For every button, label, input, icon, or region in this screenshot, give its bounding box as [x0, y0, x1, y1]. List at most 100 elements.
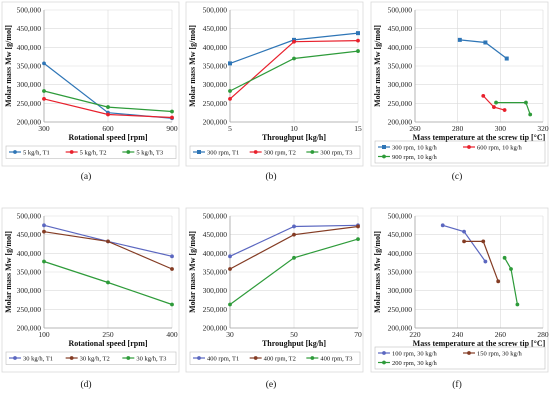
y-tick-label: 200,000 — [17, 324, 42, 333]
data-point — [42, 223, 46, 228]
y-tick-label: 500,000 — [203, 212, 228, 221]
legend-label: 150 rpm, 30 kg/h — [477, 350, 523, 357]
x-tick-label: 10 — [290, 124, 298, 133]
y-tick-label: 200,000 — [203, 324, 228, 333]
data-point — [356, 237, 360, 242]
legend-label: 900 rpm, 10 kg/h — [392, 154, 438, 161]
y-tick-label: 500,000 — [388, 6, 413, 15]
chart-panel-c: 200,000 250,000 300,000 350,000 400,000 450,0… — [370, 1, 549, 182]
legend-box — [189, 351, 361, 365]
data-point — [106, 112, 110, 117]
x-tick-label: 280 — [537, 330, 549, 339]
y-tick-label: 350,000 — [203, 62, 228, 71]
y-tick-label: 200,000 — [388, 324, 413, 333]
legend-box — [189, 145, 361, 159]
data-point — [170, 254, 174, 259]
data-point — [106, 239, 110, 244]
legend-label: 400 rpm, T1 — [207, 355, 239, 362]
data-point — [170, 109, 174, 114]
data-point — [504, 56, 509, 61]
panel-frame — [370, 207, 549, 373]
data-point — [292, 224, 296, 229]
data-point — [481, 239, 486, 244]
data-point — [356, 49, 360, 53]
panel-frame — [1, 207, 180, 373]
data-point — [170, 115, 174, 120]
legend-marker — [13, 356, 17, 360]
x-axis-title: Throughput [kg/h] — [262, 133, 326, 142]
x-tick-label: 280 — [452, 124, 464, 133]
data-point — [106, 105, 110, 109]
legend-box — [5, 145, 177, 159]
y-tick-label: 400,000 — [17, 249, 42, 258]
y-tick-label: 350,000 — [203, 268, 228, 277]
panel-label: (c) — [452, 171, 463, 182]
data-point — [228, 96, 232, 101]
legend-marker — [253, 356, 258, 360]
y-tick-label: 500,000 — [388, 212, 413, 221]
y-tick-label: 200,000 — [388, 118, 413, 127]
y-tick-label: 400,000 — [17, 43, 42, 52]
y-tick-label: 350,000 — [17, 62, 42, 71]
data-point — [502, 108, 507, 112]
data-point — [440, 223, 445, 228]
data-point — [515, 302, 520, 307]
chart-panel-d: 200,000 250,000 300,000 350,000 400,000 450,0… — [1, 207, 180, 390]
x-tick-label: 220 — [409, 330, 421, 339]
data-point — [42, 229, 46, 234]
x-tick-label: 250 — [102, 330, 114, 339]
data-point — [42, 61, 46, 66]
x-axis-title: Mass temperature at the screw tip [°C] — [413, 133, 546, 142]
panel-label: (d) — [80, 379, 91, 390]
legend-label: 400 rpm, T2 — [264, 355, 296, 362]
chart-panel-a: 200,000 250,000 300,000 350,000 400,000 450,0… — [1, 1, 180, 182]
legend-label: 600 rpm, 10 kg/h — [477, 144, 523, 151]
data-point — [356, 31, 360, 36]
x-tick-label: 5 — [228, 124, 232, 133]
x-tick-label: 260 — [495, 330, 507, 339]
x-tick-label: 15 — [354, 124, 362, 133]
panel-label: (e) — [266, 379, 277, 390]
y-tick-label: 350,000 — [388, 62, 413, 71]
legend-box — [374, 346, 546, 370]
legend-label: 300 rpm, T3 — [320, 149, 352, 156]
legend-label: 300 rpm, T1 — [207, 149, 239, 156]
y-tick-label: 450,000 — [203, 24, 228, 33]
data-point — [292, 232, 296, 237]
legend-label: 30 kg/h, T2 — [80, 355, 110, 362]
legend-marker — [69, 356, 74, 360]
panel-label: (f) — [452, 379, 462, 390]
x-tick-label: 300 — [495, 124, 507, 133]
series-line — [464, 240, 499, 282]
data-point — [228, 89, 232, 93]
data-point — [462, 229, 466, 234]
data-point — [228, 267, 232, 271]
x-tick-label: 900 — [166, 124, 178, 133]
y-tick-label: 450,000 — [17, 24, 42, 33]
data-point — [356, 38, 360, 43]
data-point — [228, 61, 232, 66]
y-tick-label: 400,000 — [388, 249, 413, 258]
legend-label: 100 rpm, 30 kg/h — [392, 350, 438, 357]
legend-label: 30 kg/h, T3 — [136, 355, 166, 362]
data-point — [106, 280, 110, 285]
y-tick-label: 300,000 — [17, 286, 42, 295]
x-axis-title: Mass temperature at the screw tip [°C] — [413, 339, 546, 348]
y-tick-label: 400,000 — [203, 43, 228, 52]
panel-frame — [370, 1, 549, 167]
x-tick-label: 30 — [226, 330, 234, 339]
y-axis-title: Molar mass Mw [g/mol] — [188, 25, 197, 107]
data-point — [496, 279, 501, 284]
y-tick-label: 500,000 — [17, 6, 42, 15]
legend-marker — [197, 150, 201, 154]
legend-label: 5 kg/h, T3 — [136, 149, 163, 156]
y-tick-label: 250,000 — [388, 305, 413, 314]
panel-frame — [185, 207, 364, 373]
series-line — [504, 257, 518, 305]
legend-label: 5 kg/h, T1 — [23, 149, 50, 156]
y-tick-label: 450,000 — [388, 230, 413, 239]
y-tick-label: 250,000 — [203, 305, 228, 314]
legend-box — [374, 140, 546, 164]
y-tick-label: 250,000 — [388, 99, 413, 108]
x-tick-label: 320 — [537, 124, 549, 133]
